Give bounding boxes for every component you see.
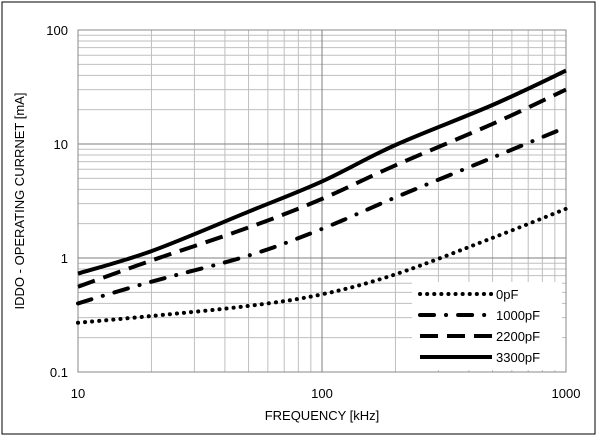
legend-label: 3300pF xyxy=(496,350,540,365)
plot-area xyxy=(77,29,567,373)
x-tick-label: 100 xyxy=(311,386,333,401)
legend-label: 1000pF xyxy=(496,308,540,323)
series-line-3300pf xyxy=(77,68,567,276)
legend-label: 0pF xyxy=(496,287,518,302)
legend: 0pF 1000pF 2200pF 3300pF xyxy=(412,282,562,370)
tick-labels: 10 100 1000 0.1 1 10 100 xyxy=(46,23,580,401)
series-line-1000pf xyxy=(76,125,568,306)
x-axis-label: FREQUENCY [kHz] xyxy=(265,408,380,423)
legend-label: 2200pF xyxy=(496,329,540,344)
y-tick-label: 100 xyxy=(46,23,68,38)
y-axis-label: IDDO - OPERATING CURRNET [mA] xyxy=(12,93,27,310)
series-line-2200pf xyxy=(77,87,567,289)
series-layer xyxy=(76,68,568,325)
series-line-0pf xyxy=(76,206,568,325)
y-tick-label: 0.1 xyxy=(50,365,68,380)
x-tick-label: 10 xyxy=(71,386,85,401)
y-tick-label: 10 xyxy=(54,137,68,152)
y-tick-label: 1 xyxy=(61,251,68,266)
x-tick-label: 1000 xyxy=(552,386,581,401)
